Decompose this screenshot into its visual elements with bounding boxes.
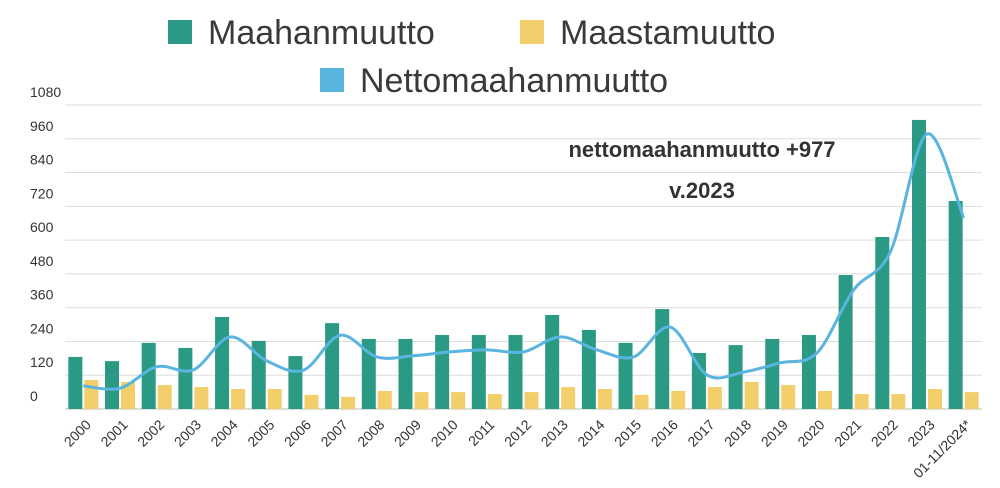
x-tick-label: 2021: [831, 416, 864, 449]
bar: [304, 394, 319, 409]
legend-swatch: [168, 20, 192, 44]
bar: [288, 356, 303, 409]
bar: [545, 314, 560, 409]
bar: [157, 385, 172, 409]
bar: [471, 334, 486, 409]
bar: [414, 392, 429, 409]
x-tick-label: 2007: [317, 416, 350, 449]
bar: [487, 394, 502, 409]
bar: [398, 338, 413, 409]
x-tick-label: 2006: [281, 416, 314, 449]
legend-swatch: [520, 20, 544, 44]
x-tick-label: 2001: [97, 416, 130, 449]
x-tick-label: 2018: [721, 416, 754, 449]
bar: [948, 200, 963, 409]
bar: [435, 334, 450, 409]
bar: [194, 387, 209, 409]
x-tick-label: 2011: [465, 416, 498, 449]
y-tick-label: 720: [30, 185, 54, 201]
x-tick-label: 2023: [904, 416, 937, 449]
annotation: nettomaahanmuutto +977: [568, 137, 835, 162]
y-tick-label: 240: [30, 320, 54, 336]
bar: [178, 347, 193, 409]
annotation: v.2023: [669, 178, 735, 203]
y-tick-label: 960: [30, 118, 54, 134]
bar: [105, 361, 120, 409]
bar: [728, 345, 743, 409]
x-tick-label: 2014: [574, 416, 607, 449]
y-tick-label: 0: [30, 388, 38, 404]
line: [83, 132, 966, 391]
bar: [451, 392, 466, 409]
y-tick-label: 360: [30, 287, 54, 303]
legend-label: Maahanmuutto: [208, 14, 435, 52]
bar: [691, 352, 706, 409]
y-tick-label: 120: [30, 354, 54, 370]
x-tick-label: 2000: [61, 416, 94, 449]
x-tick-label: 2004: [207, 416, 240, 449]
bar: [911, 119, 926, 409]
bar: [817, 390, 832, 409]
bar: [618, 342, 633, 409]
x-tick-label: 2019: [758, 416, 791, 449]
y-tick-label: 480: [30, 253, 54, 269]
bar: [267, 389, 282, 409]
x-tick-label: 2017: [684, 416, 717, 449]
y-tick-label: 840: [30, 152, 54, 168]
x-tick-label: 2016: [648, 416, 681, 449]
bar: [671, 390, 686, 409]
bar: [121, 381, 136, 409]
bar: [561, 387, 576, 409]
bar: [655, 309, 670, 409]
x-tick-label: 2010: [428, 416, 461, 449]
bar: [927, 389, 942, 409]
x-tick-label: 2005: [244, 416, 277, 449]
x-tick-label: 2022: [868, 416, 901, 449]
x-tick-label: 2008: [354, 416, 387, 449]
bar: [744, 381, 759, 409]
x-tick-label: 2012: [501, 416, 534, 449]
bar: [215, 316, 230, 409]
bar: [597, 389, 612, 409]
bar: [891, 394, 906, 409]
x-tick-label: 2003: [171, 416, 204, 449]
bar: [854, 394, 869, 409]
bar: [84, 380, 99, 409]
bar: [707, 387, 722, 409]
bar: [231, 389, 246, 409]
bar: [634, 394, 649, 409]
x-tick-label: 2015: [611, 416, 644, 449]
x-tick-label: 2020: [794, 416, 827, 449]
bar: [581, 329, 596, 409]
bar: [141, 342, 156, 409]
legend-label: Maastamuutto: [560, 14, 775, 52]
x-tick-label: 2009: [391, 416, 424, 449]
bar: [68, 356, 83, 409]
y-tick-label: 600: [30, 219, 54, 235]
bar: [765, 338, 780, 409]
legend-label: Nettomaahanmuutto: [360, 62, 668, 100]
legend-swatch: [320, 68, 344, 92]
bar: [781, 385, 796, 409]
bar: [508, 334, 523, 409]
y-tick-label: 1080: [30, 84, 61, 100]
x-tick-label: 2002: [134, 416, 167, 449]
bar: [801, 334, 816, 409]
bar: [341, 396, 356, 409]
bar: [377, 390, 392, 409]
x-tick-label: 2013: [538, 416, 571, 449]
bar: [524, 392, 539, 409]
bar: [964, 392, 979, 409]
bar: [875, 237, 890, 409]
